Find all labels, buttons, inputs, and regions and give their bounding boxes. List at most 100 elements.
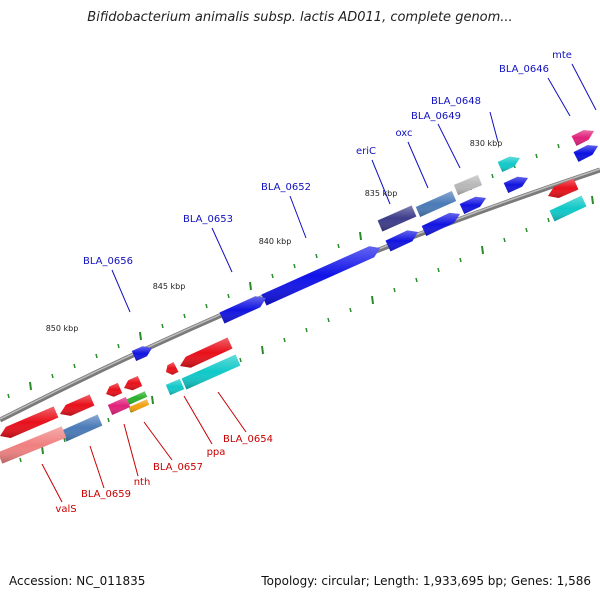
gene-cyan-826[interactable] bbox=[549, 195, 587, 222]
label-valS[interactable]: valS bbox=[55, 504, 76, 515]
gene-nth[interactable] bbox=[106, 382, 123, 397]
gene-oxc[interactable] bbox=[415, 191, 457, 217]
accession-text: Accession: NC_011835 bbox=[9, 574, 146, 588]
label-BLA_0657[interactable]: BLA_0657 bbox=[153, 462, 203, 473]
genome-backbone-highlight bbox=[0, 168, 600, 420]
connector-BLA_0648 bbox=[489, 111, 499, 143]
label-BLA_0653[interactable]: BLA_0653 bbox=[183, 214, 233, 225]
label-BLA_0659[interactable]: BLA_0659 bbox=[81, 489, 131, 500]
connector-BLA_0656 bbox=[111, 269, 131, 313]
tick-mark bbox=[161, 323, 164, 329]
connector-BLA_0646 bbox=[547, 77, 571, 117]
connector-BLA_0659 bbox=[89, 445, 105, 489]
tick-mark bbox=[227, 293, 230, 299]
map-title: Bifidobacterium animalis subsp. lactis A… bbox=[87, 10, 513, 25]
tick-mark bbox=[29, 381, 32, 391]
connector-nth bbox=[123, 423, 139, 477]
gene-eriC[interactable] bbox=[377, 205, 417, 232]
topology-text: Topology: circular; Length: 1,933,695 bp… bbox=[261, 574, 591, 588]
tick-mark bbox=[51, 373, 54, 379]
tick-mark bbox=[73, 363, 76, 369]
label-BLA_0649[interactable]: BLA_0649 bbox=[411, 111, 461, 122]
tick-mark bbox=[139, 331, 142, 341]
tick-mark bbox=[591, 195, 594, 205]
gene-BLA_0653[interactable] bbox=[219, 296, 267, 324]
tick-mark bbox=[261, 345, 264, 355]
connector-eriC bbox=[371, 159, 391, 205]
tick-mark bbox=[415, 277, 418, 283]
label-BLA_0648[interactable]: BLA_0648 bbox=[431, 96, 481, 107]
tick-mark bbox=[305, 327, 308, 333]
gene-BLA_0646[interactable] bbox=[571, 130, 595, 146]
gene-BLA_0649[interactable] bbox=[421, 212, 460, 236]
tick-mark bbox=[525, 227, 528, 233]
label-ppa[interactable]: ppa bbox=[207, 447, 226, 458]
tick-mark bbox=[239, 357, 242, 363]
gene-cyan-small[interactable] bbox=[165, 378, 185, 396]
genome-backbone bbox=[0, 167, 600, 423]
label-nth[interactable]: nth bbox=[134, 477, 151, 488]
label-mte[interactable]: mte bbox=[552, 50, 572, 61]
gene-BLA_0657[interactable] bbox=[124, 376, 143, 391]
tick-mark bbox=[293, 263, 296, 269]
kbp-marker: 845 kbp bbox=[153, 282, 186, 291]
gene-cyan-842[interactable] bbox=[181, 354, 241, 390]
label-oxc[interactable]: oxc bbox=[395, 128, 412, 139]
label-BLA_0646[interactable]: BLA_0646 bbox=[499, 64, 549, 75]
tick-mark bbox=[349, 307, 352, 313]
connector-ppa bbox=[183, 395, 213, 445]
gene-blue-830[interactable] bbox=[503, 176, 528, 193]
gene-green[interactable] bbox=[126, 391, 148, 405]
label-eriC[interactable]: eriC bbox=[356, 146, 376, 157]
gene-ppa[interactable] bbox=[166, 362, 179, 375]
gene-orange[interactable] bbox=[128, 399, 150, 413]
gene-BLA_0656[interactable] bbox=[131, 346, 152, 361]
tick-mark bbox=[437, 267, 440, 273]
gene-mte[interactable] bbox=[573, 145, 599, 162]
connector-valS bbox=[41, 463, 63, 503]
label-BLA_0654[interactable]: BLA_0654 bbox=[223, 434, 273, 445]
connector-BLA_0649 bbox=[437, 123, 461, 169]
label-BLA_0656[interactable]: BLA_0656 bbox=[83, 256, 133, 267]
tick-mark bbox=[557, 143, 560, 149]
tick-mark bbox=[393, 287, 396, 293]
tick-mark bbox=[7, 393, 10, 399]
tick-mark bbox=[95, 353, 98, 359]
gene-magenta[interactable] bbox=[107, 397, 131, 415]
gene-BLA_0654[interactable] bbox=[180, 337, 233, 368]
label-connectors bbox=[41, 63, 597, 503]
kbp-markers: 830 kbp 835 kbp 840 kbp 845 kbp 850 kbp bbox=[46, 139, 503, 333]
gene-grey-832[interactable] bbox=[453, 174, 483, 196]
tick-mark bbox=[19, 457, 22, 463]
label-BLA_0652[interactable]: BLA_0652 bbox=[261, 182, 311, 193]
kbp-marker: 840 kbp bbox=[259, 237, 292, 246]
gene-red-826[interactable] bbox=[548, 178, 579, 199]
gene-BLA_0648[interactable] bbox=[497, 156, 520, 172]
tick-mark bbox=[249, 281, 252, 291]
tick-mark bbox=[327, 317, 330, 323]
tick-mark bbox=[151, 395, 154, 405]
gene-BLA_0652[interactable] bbox=[261, 246, 381, 306]
gene-valS[interactable] bbox=[0, 406, 59, 439]
tick-mark bbox=[117, 343, 120, 349]
connector-BLA_0657 bbox=[143, 421, 173, 461]
tick-mark bbox=[337, 243, 340, 249]
gene-blue-836[interactable] bbox=[385, 230, 419, 252]
tick-mark bbox=[107, 417, 110, 423]
gene-BLA_0659[interactable] bbox=[60, 394, 95, 416]
tick-mark bbox=[271, 273, 274, 279]
tick-mark bbox=[481, 245, 484, 255]
gene-pink[interactable] bbox=[0, 426, 67, 464]
tick-mark bbox=[535, 153, 538, 159]
tick-mark bbox=[183, 313, 186, 319]
connector-BLA_0653 bbox=[211, 227, 233, 273]
gene-blue-832[interactable] bbox=[459, 196, 486, 214]
kbp-marker: 830 kbp bbox=[470, 139, 503, 148]
connector-oxc bbox=[407, 141, 429, 189]
kbp-marker: 850 kbp bbox=[46, 324, 79, 333]
gene-steelblue[interactable] bbox=[61, 414, 103, 442]
tick-mark bbox=[63, 437, 66, 443]
